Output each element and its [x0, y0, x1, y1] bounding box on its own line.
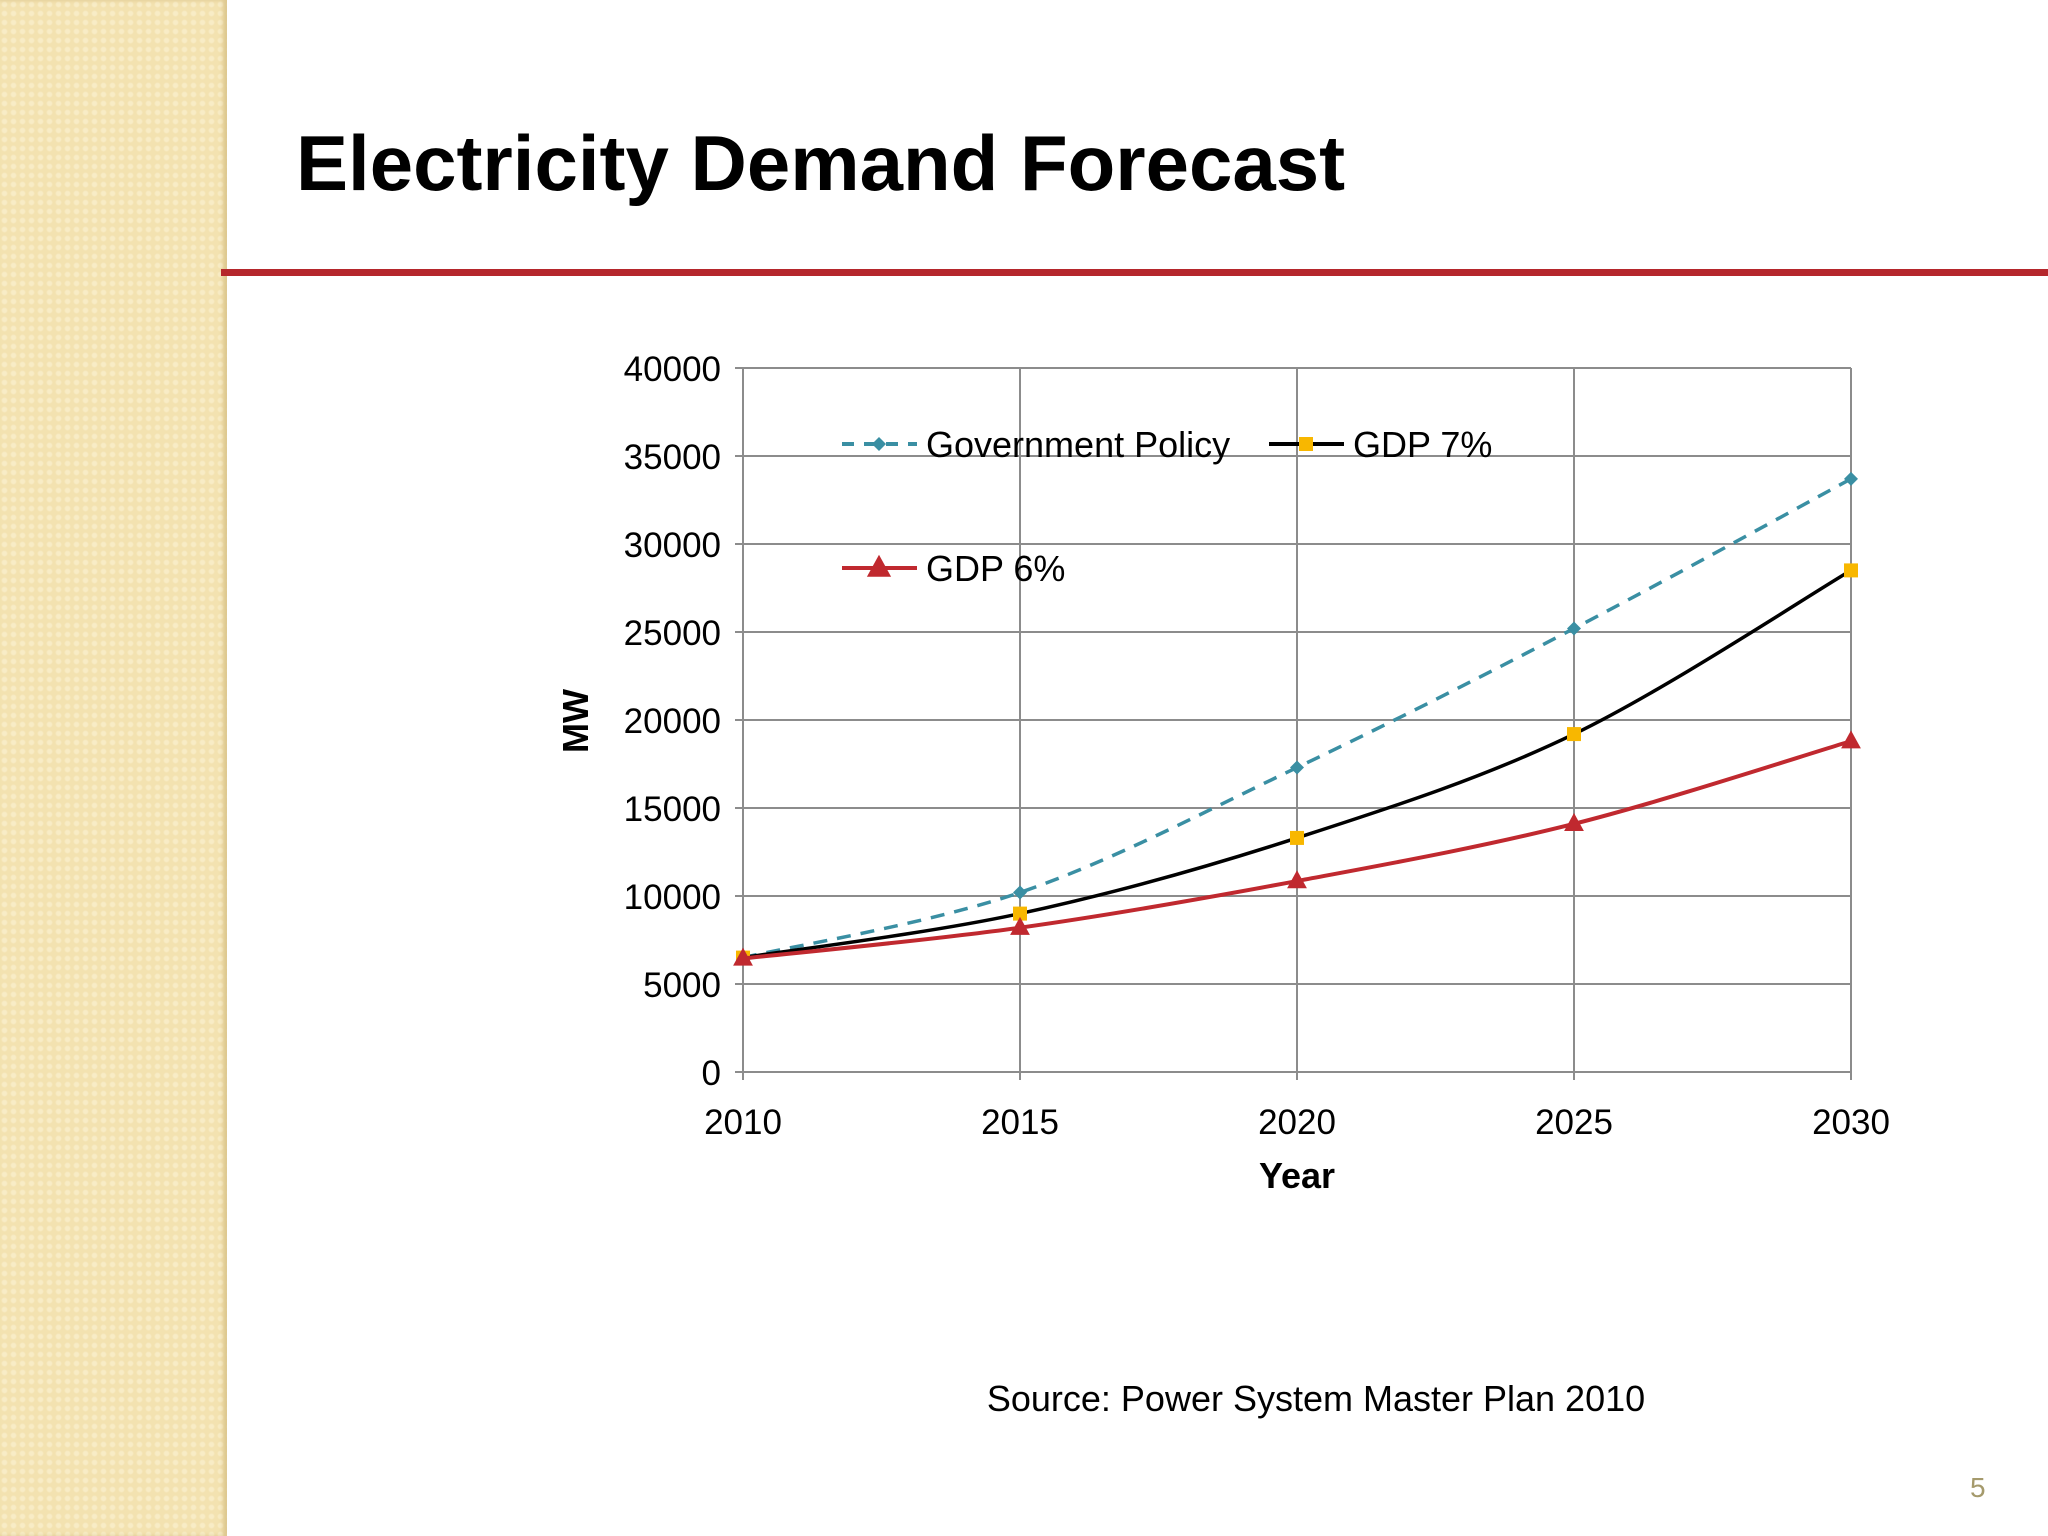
- y-tick-label: 25000: [624, 614, 721, 653]
- y-axis-label: MW: [555, 689, 596, 753]
- x-tick-label: 2020: [1258, 1103, 1336, 1142]
- data-point: [1567, 621, 1581, 636]
- legend-marker: [1299, 437, 1313, 451]
- legend-label: Government Policy: [926, 424, 1230, 465]
- legend-label: GDP 6%: [926, 548, 1065, 589]
- data-point: [1290, 830, 1304, 845]
- data-point: [1290, 760, 1304, 775]
- source-note: Source: Power System Master Plan 2010: [986, 1378, 1646, 1419]
- data-point: [1841, 730, 1861, 749]
- y-tick-label: 15000: [624, 790, 721, 829]
- legend-marker: [872, 437, 886, 451]
- data-point: [1844, 471, 1858, 486]
- x-tick-label: 2025: [1535, 1103, 1613, 1142]
- x-tick-label: 2010: [704, 1103, 782, 1142]
- y-tick-label: 0: [702, 1054, 721, 1093]
- y-tick-label: 35000: [624, 438, 721, 477]
- title-divider: [221, 269, 2048, 276]
- y-tick-label: 20000: [624, 702, 721, 741]
- x-axis-label: Year: [1259, 1155, 1335, 1196]
- data-point: [733, 947, 753, 966]
- y-tick-label: 10000: [624, 878, 721, 917]
- data-point: [1013, 906, 1027, 921]
- x-tick-label: 2030: [1812, 1103, 1890, 1142]
- y-tick-label: 40000: [624, 350, 721, 389]
- data-point: [1287, 870, 1307, 889]
- page-number: 5: [1970, 1472, 1986, 1503]
- data-point: [1567, 727, 1581, 742]
- legend-marker: [866, 554, 892, 577]
- x-tick-label: 2015: [981, 1103, 1059, 1142]
- slide-title: Electricity Demand Forecast: [296, 119, 1346, 207]
- decorative-sidebar: [0, 0, 227, 1536]
- data-point: [1010, 916, 1030, 935]
- legend-label: GDP 7%: [1353, 424, 1492, 465]
- data-point: [1013, 885, 1027, 900]
- data-point: [1844, 563, 1858, 578]
- y-tick-label: 5000: [643, 966, 721, 1005]
- y-tick-label: 30000: [624, 526, 721, 565]
- data-point: [1564, 813, 1584, 832]
